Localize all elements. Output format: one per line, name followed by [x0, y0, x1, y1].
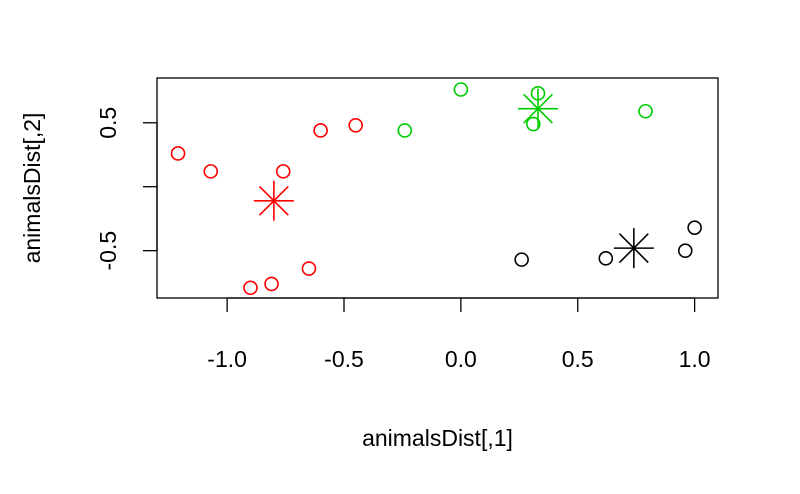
cluster-centers: [253, 88, 654, 269]
data-point: [348, 118, 363, 133]
data-point: [526, 116, 541, 132]
data-point: [687, 220, 702, 235]
y-tick-label: 0.5: [95, 107, 121, 139]
x-axis-title: animalsDist[,1]: [362, 425, 513, 451]
data-point: [243, 280, 258, 296]
data-point: [170, 146, 186, 161]
data-point: [275, 164, 291, 179]
data-point: [638, 103, 653, 119]
x-tick-label: 1.0: [679, 346, 711, 372]
data-point: [264, 276, 279, 292]
data-point: [598, 251, 614, 266]
data-point: [453, 82, 469, 97]
data-point: [313, 123, 328, 138]
data-point: [677, 243, 693, 258]
center-stroke: [618, 233, 649, 264]
data-point: [203, 164, 219, 179]
data-point: [397, 123, 413, 138]
y-axis: -0.5 0.5: [95, 107, 158, 271]
data-point: [301, 261, 317, 276]
center-stroke: [523, 93, 553, 124]
x-tick-label: -1.0: [207, 346, 247, 372]
y-axis-title: animalsDist[,2]: [19, 113, 45, 264]
x-axis: -1.0 -0.5 0.0 0.5 1.0: [207, 297, 711, 372]
data-point: [514, 252, 529, 267]
x-tick-label: 0.0: [445, 346, 477, 372]
y-tick-label: -0.5: [95, 231, 121, 271]
center-stroke: [258, 185, 289, 216]
data-points: [170, 82, 702, 296]
x-tick-label: -0.5: [324, 346, 364, 372]
cluster-center-marker: [518, 88, 559, 129]
x-tick-label: 0.5: [562, 346, 594, 372]
cluster-center-marker: [613, 228, 654, 269]
cluster-center-marker: [253, 180, 294, 221]
